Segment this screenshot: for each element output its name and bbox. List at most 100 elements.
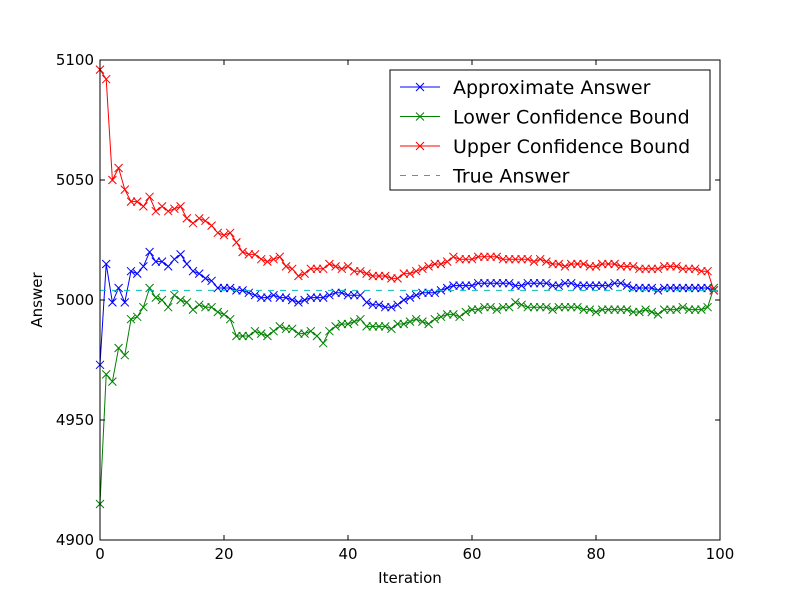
upper-confidence-bound-point [393,274,402,283]
lower-confidence-bound-point [213,307,223,317]
y-tick-label: 5100 [56,51,94,69]
approximate-answer-point [201,274,210,283]
approximate-answer-point [256,293,266,302]
approximate-answer-point [207,276,216,286]
upper-confidence-bound-point [244,250,254,259]
approximate-answer-point [554,281,564,290]
lower-confidence-bound-point [560,302,570,312]
approximate-answer-point [294,298,303,307]
approximate-answer-point [368,300,378,310]
upper-confidence-bound-point [610,259,619,269]
legend-label-approximate-answer: Approximate Answer [453,77,651,99]
approximate-answer-point [269,290,278,300]
lower-confidence-bound-point [101,370,111,379]
legend-marker-approximate-answer [415,82,425,92]
upper-confidence-bound-point [170,204,179,214]
upper-confidence-bound-point [467,254,477,264]
approximate-answer-point [188,266,198,276]
upper-confidence-bound-point [566,259,576,269]
approximate-answer-point [449,281,458,290]
upper-confidence-bound-point [480,252,489,262]
lower-confidence-bound-point [573,302,582,312]
approximate-answer-point [300,295,309,305]
upper-confidence-bound-point [380,271,390,281]
lower-confidence-bound-point [616,305,626,314]
lower-confidence-bound-point [666,305,675,314]
legend: Approximate Answer Lower Confidence Bound… [389,69,711,191]
lower-confidence-bound-point [380,322,390,331]
approximate-answer-point [399,295,409,305]
lower-confidence-bound-point [250,326,260,336]
approximate-answer-point [312,293,322,302]
approximate-answer-point [486,278,495,288]
lower-confidence-bound-point [194,300,204,310]
upper-confidence-bound-point [659,262,669,271]
upper-confidence-bound-point [697,266,706,276]
lower-confidence-bound-point [387,324,396,334]
upper-confidence-bound-point [666,262,675,271]
upper-confidence-bound-point [101,74,111,84]
lower-confidence-bound-point [232,331,241,341]
approximate-answer-point [287,295,297,305]
approximate-answer-point [622,281,632,290]
approximate-answer-point [145,247,154,257]
approximate-answer-point [362,298,371,307]
x-tick-label: 20 [214,545,233,563]
upper-confidence-bound-series [95,65,719,295]
upper-confidence-bound-point [616,262,626,271]
approximate-answer-point [405,293,415,302]
lower-confidence-bound-point [331,322,340,331]
upper-confidence-bound-point [263,257,272,266]
upper-confidence-bound-point [114,163,123,173]
approximate-answer-point [306,293,316,302]
approximate-answer-point [566,278,576,288]
lower-confidence-bound-point [368,322,378,331]
approximate-answer-point [591,281,601,290]
approximate-answer-point [480,278,489,288]
lower-confidence-bound-point [442,310,452,319]
approximate-answer-point [517,281,526,290]
lower-confidence-bound-point [647,307,657,317]
x-tick-label: 0 [95,545,105,563]
lower-confidence-bound-point [504,302,514,312]
lower-confidence-bound-point [201,302,210,312]
approximate-answer-point [343,290,353,300]
lower-confidence-bound-point [176,295,185,305]
upper-confidence-bound-point [325,259,334,269]
approximate-answer-point [548,281,557,290]
approximate-answer-point [616,278,626,288]
approximate-answer-point [108,298,117,307]
lower-confidence-bound-point [287,324,297,334]
upper-confidence-bound-point [300,269,309,278]
upper-confidence-bound-point [628,262,638,271]
upper-confidence-bound-point [430,259,440,269]
approximate-answer-point [151,257,161,266]
upper-confidence-bound-point [604,259,613,269]
upper-confidence-bound-point [473,252,483,262]
lower-confidence-bound-point [263,331,272,341]
approximate-answer-point [585,281,595,290]
upper-confidence-bound-point [387,274,396,283]
lower-confidence-bound-point [542,302,551,312]
lower-confidence-bound-point [399,319,409,329]
approximate-answer-point [380,302,390,312]
approximate-answer-point [176,250,185,259]
upper-confidence-bound-point [678,264,688,274]
lower-confidence-bound-point [480,302,489,312]
lower-confidence-bound-point [604,305,613,314]
approximate-answer-point [535,278,545,288]
upper-confidence-bound-point [504,254,514,264]
upper-confidence-bound-point [535,254,545,264]
upper-confidence-bound-point [238,247,247,257]
lower-confidence-bound-point [306,326,316,336]
lower-confidence-bound-point [436,312,446,322]
approximate-answer-point [120,298,130,307]
lower-confidence-bound-point [219,310,229,319]
upper-confidence-bound-point [641,264,650,274]
upper-confidence-bound-point [690,264,700,274]
approximate-answer-point [492,278,502,288]
upper-confidence-bound-point [139,202,148,211]
approximate-answer-point [473,278,483,288]
upper-confidence-bound-point [219,230,229,240]
lower-confidence-bound-point [349,317,359,326]
